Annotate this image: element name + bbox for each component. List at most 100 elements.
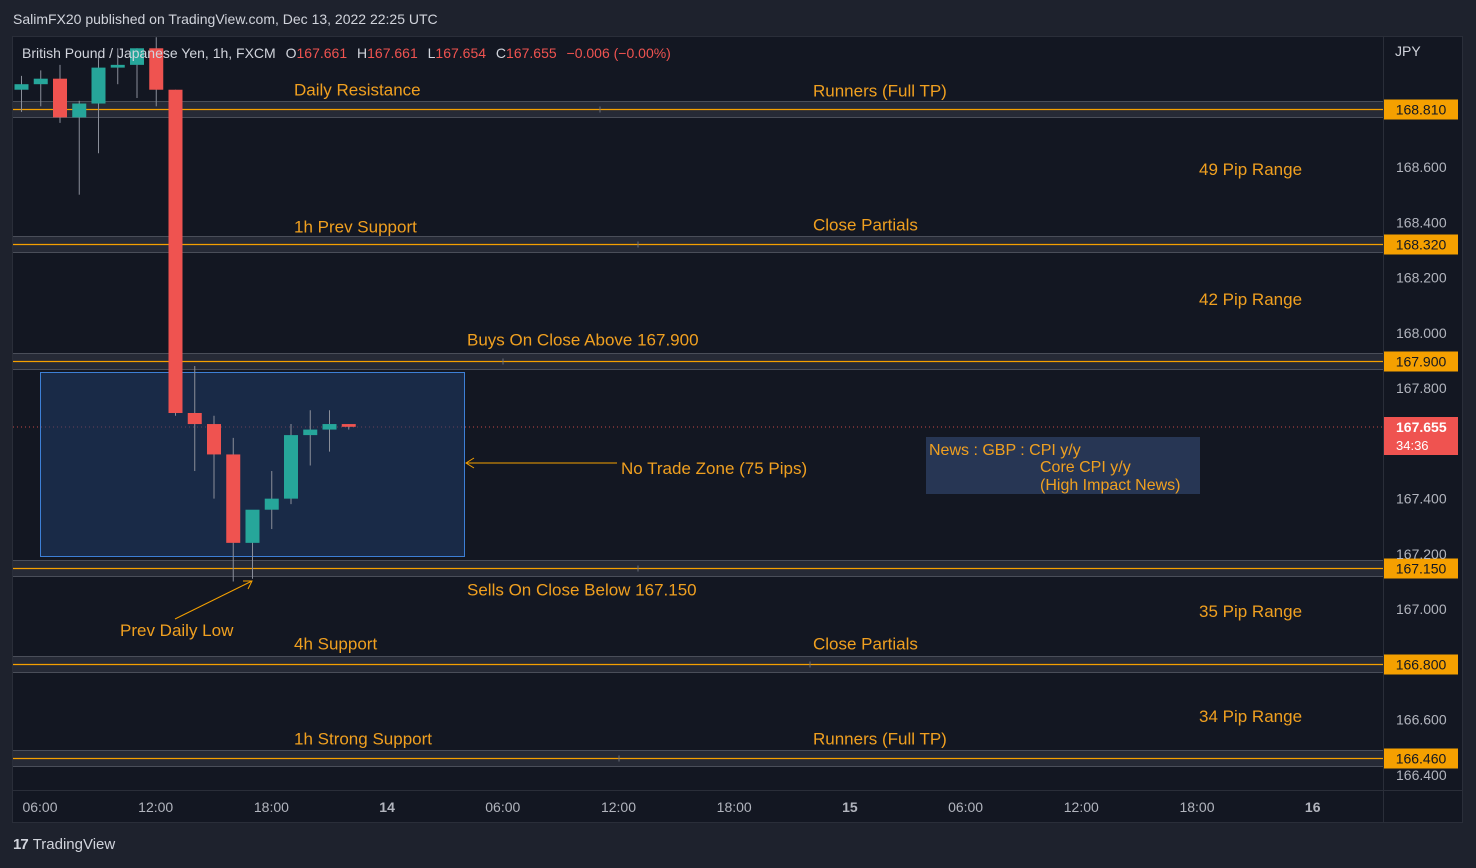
time-tick-label: 12:00 xyxy=(1064,799,1099,815)
candle[interactable] xyxy=(53,64,67,123)
candle-body-down xyxy=(187,412,202,425)
tv-logo-icon: 17 xyxy=(13,836,29,853)
candle-body-up xyxy=(72,103,87,118)
time-tick-label: 14 xyxy=(379,799,395,815)
candle[interactable] xyxy=(72,100,87,195)
pip-range-label: 49 Pip Range xyxy=(1199,160,1302,179)
candle[interactable] xyxy=(322,410,337,452)
level-price-badge xyxy=(1384,748,1458,769)
low-value: 167.654 xyxy=(435,45,486,61)
pip-range-label: 42 Pip Range xyxy=(1199,290,1302,309)
tv-logo-text: TradingView xyxy=(32,836,116,853)
tradingview-logo[interactable]: 17 TradingView xyxy=(13,836,115,853)
current-price-value: 167.655 xyxy=(1396,419,1447,435)
price-tick-label: 168.000 xyxy=(1396,325,1447,341)
price-tick-label: 167.000 xyxy=(1396,601,1447,617)
time-tick-label: 16 xyxy=(1305,799,1321,815)
candle-body-down xyxy=(226,454,241,543)
time-tick-label: 06:00 xyxy=(948,799,983,815)
current-price-badge xyxy=(1384,417,1458,455)
pip-range-label: 35 Pip Range xyxy=(1199,602,1302,621)
candle-body-up xyxy=(110,64,125,68)
time-tick-label: 18:00 xyxy=(1179,799,1214,815)
no-trade-zone-label: No Trade Zone (75 Pips) xyxy=(621,459,807,478)
price-tick-label: 168.400 xyxy=(1396,214,1447,230)
candle[interactable] xyxy=(187,366,202,472)
symbol-name: British Pound / Japanese Yen, 1h, FXCM xyxy=(22,45,276,61)
price-tick-label: 167.200 xyxy=(1396,546,1447,562)
high-label: H xyxy=(357,45,367,61)
level-price-badge xyxy=(1384,351,1458,372)
candle[interactable] xyxy=(264,471,279,530)
level-price-badge xyxy=(1384,558,1458,579)
close-value: 167.655 xyxy=(506,45,557,61)
candle-body-down xyxy=(341,424,356,427)
candle[interactable] xyxy=(33,70,48,107)
candle[interactable] xyxy=(341,424,356,430)
candle-body-up xyxy=(14,84,29,90)
level-left-label: Daily Resistance xyxy=(294,81,421,100)
news-line: News : GBP : CPI y/y xyxy=(929,442,1081,459)
level-right-label: Close Partials xyxy=(813,216,918,235)
candle[interactable] xyxy=(245,509,260,579)
candle[interactable] xyxy=(130,48,144,99)
candle[interactable] xyxy=(226,437,241,582)
candle-body-up xyxy=(91,67,106,104)
candle[interactable] xyxy=(303,410,318,466)
price-tick-label: 167.800 xyxy=(1396,380,1447,396)
level-price-badge-text: 167.150 xyxy=(1396,561,1447,577)
news-box[interactable] xyxy=(926,437,1200,494)
candle-body-down xyxy=(53,78,67,118)
candle[interactable] xyxy=(91,56,106,154)
publish-info: SalimFX20 published on TradingView.com, … xyxy=(13,11,438,27)
currency-label: JPY xyxy=(1395,43,1421,59)
level-price-badge xyxy=(1384,99,1458,120)
high-value: 167.661 xyxy=(367,45,418,61)
candle[interactable] xyxy=(110,48,125,85)
level-price-badge-text: 167.900 xyxy=(1396,354,1447,370)
level-left-label: 1h Strong Support xyxy=(294,730,432,749)
candle-body-up xyxy=(130,48,144,65)
news-line: (High Impact News) xyxy=(1040,477,1180,494)
candle[interactable] xyxy=(149,37,164,107)
level-price-badge-text: 166.460 xyxy=(1396,751,1447,767)
pip-range-label: 34 Pip Range xyxy=(1199,707,1302,726)
level-left-label: Buys On Close Above 167.900 xyxy=(467,331,699,350)
time-tick-label: 06:00 xyxy=(485,799,520,815)
level-right-label: Runners (Full TP) xyxy=(813,730,947,749)
price-tick-label: 168.200 xyxy=(1396,270,1447,286)
candle-body-up xyxy=(284,435,298,499)
news-line: Core CPI y/y xyxy=(1040,459,1131,476)
candle-body-up xyxy=(322,424,337,430)
level-price-badge-text: 168.810 xyxy=(1396,102,1447,118)
level-price-badge-text: 166.800 xyxy=(1396,657,1447,673)
level-left-label: 4h Support xyxy=(294,635,377,654)
low-label: L xyxy=(428,45,436,61)
level-right-label: Close Partials xyxy=(813,635,918,654)
candle-body-down xyxy=(149,48,164,90)
time-tick-label: 18:00 xyxy=(717,799,752,815)
open-value: 167.661 xyxy=(297,45,348,61)
level-left-label: 1h Prev Support xyxy=(294,218,417,237)
arrow-head-icon xyxy=(243,580,253,590)
time-tick-label: 12:00 xyxy=(138,799,173,815)
candle-body-down xyxy=(168,89,183,413)
candle[interactable] xyxy=(14,75,29,112)
candle-body-down xyxy=(207,424,221,455)
price-tick-label: 167.400 xyxy=(1396,491,1447,507)
price-tick-label: 166.600 xyxy=(1396,712,1447,728)
change-value: −0.006 (−0.00%) xyxy=(567,45,671,61)
candle[interactable] xyxy=(168,89,183,416)
close-label: C xyxy=(496,45,506,61)
candle-countdown: 34:36 xyxy=(1396,438,1429,453)
time-tick-label: 12:00 xyxy=(601,799,636,815)
level-price-badge-text: 168.320 xyxy=(1396,237,1447,253)
level-price-badge xyxy=(1384,654,1458,675)
arrow-head-icon xyxy=(465,457,475,469)
time-tick-label: 06:00 xyxy=(22,799,57,815)
candle[interactable] xyxy=(284,424,298,505)
candle[interactable] xyxy=(207,415,221,499)
price-tick-label: 166.400 xyxy=(1396,767,1447,783)
level-price-badge xyxy=(1384,234,1458,255)
